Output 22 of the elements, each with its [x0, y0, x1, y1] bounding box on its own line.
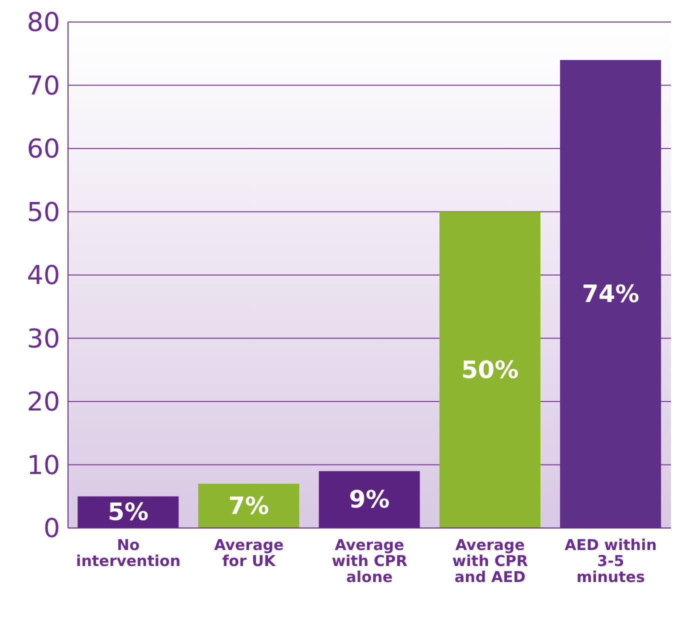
- x-tick-label: AED within 3-5 minutes: [564, 536, 657, 586]
- data-label: 50%: [461, 356, 519, 384]
- y-tick-label: 80: [26, 8, 60, 38]
- data-label: 5%: [108, 498, 149, 526]
- x-tick-label: Average with CPR and AED: [452, 536, 528, 586]
- y-tick-label: 70: [26, 71, 60, 102]
- data-label: 74%: [582, 280, 640, 308]
- bar: [439, 212, 540, 528]
- data-label: 7%: [228, 492, 270, 520]
- y-tick-label: 0: [43, 514, 60, 544]
- y-tick-label: 30: [26, 324, 60, 354]
- y-tick-label: 10: [26, 450, 60, 481]
- data-label: 9%: [348, 486, 390, 514]
- y-tick-label: 20: [26, 388, 60, 418]
- x-tick-label: Average with CPR alone: [332, 536, 408, 586]
- bar: [198, 484, 300, 528]
- y-tick-label: 40: [26, 261, 60, 292]
- bar: [318, 471, 420, 528]
- y-tick-label: 50: [26, 198, 60, 228]
- x-tick-label: Average for UK: [214, 536, 284, 570]
- y-tick-label: 60: [26, 134, 60, 165]
- x-tick-label: No intervention: [76, 536, 181, 570]
